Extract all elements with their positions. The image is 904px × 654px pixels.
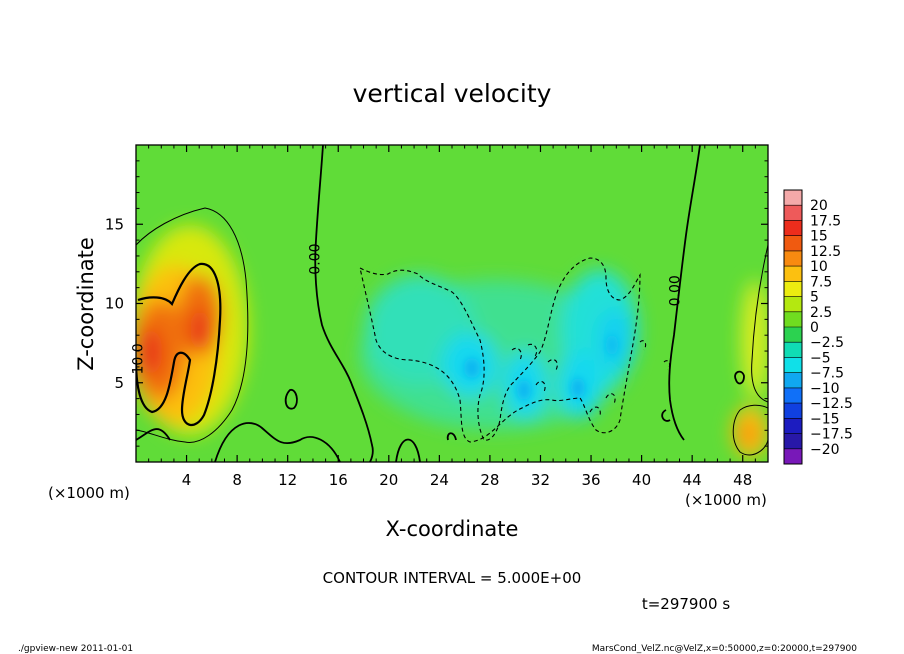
- colorbar-label: 10: [810, 259, 828, 275]
- colorbar-swatch: [784, 311, 802, 328]
- y-tick-label: 5: [114, 374, 124, 392]
- contour-interval-text: CONTOUR INTERVAL = 5.000E+00: [323, 569, 582, 587]
- colorbar-label: −5: [810, 350, 831, 366]
- colorbar-swatch: [784, 372, 802, 389]
- colorbar-label: −2.5: [810, 335, 844, 351]
- x-tick-label: 20: [379, 471, 398, 489]
- time-label: t=297900 s: [642, 595, 730, 613]
- colorbar-swatch: [784, 250, 802, 267]
- colorbar-swatch: [784, 342, 802, 358]
- x-tick-label: 36: [581, 471, 600, 489]
- contour-label: 10.0: [130, 343, 146, 374]
- x-tick-label: 32: [531, 471, 550, 489]
- colorbar-swatch: [784, 327, 802, 343]
- colorbar-label: 20: [810, 198, 828, 214]
- colorbar-label: 15: [810, 229, 828, 245]
- colorbar-swatch: [784, 357, 802, 374]
- colorbar-swatch: [784, 448, 802, 465]
- x-axis-title: X-coordinate: [386, 517, 519, 541]
- contour-pos10-left: [136, 262, 222, 426]
- colorbar-label: 12.5: [810, 244, 841, 260]
- colorbar-label: −17.5: [810, 427, 853, 443]
- colorbar-label: −7.5: [810, 366, 844, 382]
- x-tick-label: 8: [232, 471, 242, 489]
- x-tick-label: 48: [733, 471, 752, 489]
- contour-labels: 0.00 0.00 10.0: [130, 244, 683, 375]
- footer-right: MarsCond_VelZ.nc@VelZ,x=0:50000,z=0:2000…: [592, 644, 857, 654]
- y-axis-title: Z-coordinate: [74, 237, 98, 371]
- chart-title: vertical velocity: [353, 79, 552, 108]
- x-unit-label-left: (×1000 m): [48, 484, 130, 502]
- colorbar-swatch: [784, 433, 802, 450]
- colorbar-label: −15: [810, 411, 840, 427]
- colorbar-label: 5: [810, 290, 819, 306]
- y-tick-label: 10: [105, 295, 124, 313]
- colorbar-label: 7.5: [810, 274, 832, 290]
- colorbar-label: 17.5: [810, 213, 841, 229]
- x-unit-label-right: (×1000 m): [685, 491, 767, 509]
- x-tick-label: 16: [329, 471, 348, 489]
- x-tick-label: 24: [430, 471, 449, 489]
- x-tick-label: 12: [278, 471, 297, 489]
- contour-zero-left: [314, 145, 374, 462]
- heatmap-field: [136, 145, 768, 462]
- colorbar-label: 2.5: [810, 305, 832, 321]
- colorbar-label: −12.5: [810, 396, 853, 412]
- colorbar-swatch: [784, 235, 802, 252]
- colorbar-swatch: [784, 220, 802, 237]
- x-tick-label: 40: [632, 471, 651, 489]
- colorbar-swatch: [784, 387, 802, 404]
- x-tick-label: 4: [182, 471, 192, 489]
- contour-label: 0.00: [307, 244, 323, 275]
- colorbar-swatch: [784, 403, 802, 419]
- x-tick-label: 44: [683, 471, 702, 489]
- colorbar-label: −20: [810, 442, 840, 458]
- colorbar-swatch: [784, 418, 802, 435]
- x-tick-label: 28: [480, 471, 499, 489]
- contour-neg5-main: [359, 257, 641, 443]
- colorbar-swatch: [784, 266, 802, 282]
- contour-pos5-left: [136, 207, 249, 443]
- contour-label: 0.00: [668, 275, 684, 306]
- colorbar: 2017.51512.5107.552.50−2.5−5−7.5−10−12.5…: [783, 189, 853, 465]
- colorbar-label: 0: [810, 320, 819, 336]
- colorbar-swatch: [784, 296, 802, 313]
- colorbar-swatch: [784, 281, 802, 298]
- colorbar-swatch: [784, 205, 802, 221]
- y-tick-label: 15: [105, 215, 124, 233]
- footer-left: ./gpview-new 2011-01-01: [18, 644, 133, 654]
- contour-zero-right: [668, 145, 701, 441]
- colorbar-swatch: [784, 190, 802, 206]
- colorbar-label: −10: [810, 381, 840, 397]
